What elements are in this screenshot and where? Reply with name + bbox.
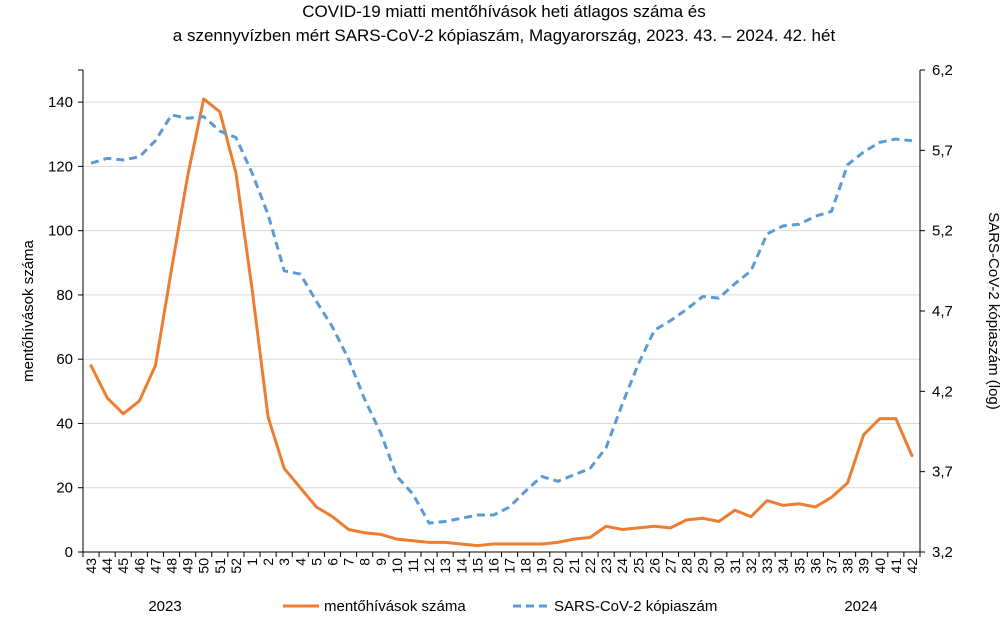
x-tick-label: 14	[453, 558, 469, 574]
left-tick-label: 140	[48, 94, 73, 111]
x-tick-label: 16	[485, 558, 501, 574]
x-tick-label: 12	[421, 558, 437, 574]
legend-label-1: mentőhívások száma	[324, 598, 466, 615]
x-tick-label: 21	[566, 558, 582, 574]
x-tick-label: 29	[695, 558, 711, 574]
x-tick-label: 22	[582, 558, 598, 574]
x-tick-label: 35	[791, 558, 807, 574]
x-tick-label: 50	[196, 558, 212, 574]
right-tick-label: 4,7	[932, 303, 953, 320]
right-tick-label: 6,2	[932, 62, 953, 79]
x-tick-label: 19	[534, 558, 550, 574]
series-line-2	[90, 113, 913, 525]
left-tick-label: 60	[56, 351, 73, 368]
x-tick-label: 18	[518, 558, 534, 574]
chart-title-line-1: COVID-19 miatti mentőhívások heti átlago…	[302, 2, 705, 21]
x-tick-label: 44	[99, 558, 115, 574]
year-label-second: 2024	[844, 598, 877, 615]
x-tick-label: 25	[630, 558, 646, 574]
x-tick-label: 17	[502, 558, 518, 574]
x-tick-label: 26	[646, 558, 662, 574]
right-tick-label: 3,7	[932, 464, 953, 481]
x-tick-label: 27	[663, 558, 679, 574]
year-label-first: 2023	[148, 598, 181, 615]
x-tick-label: 3	[276, 558, 292, 566]
x-tick-label: 41	[888, 558, 904, 574]
x-tick-label: 5	[308, 558, 324, 566]
x-tick-label: 20	[550, 558, 566, 574]
right-axis-title: SARS-CoV-2 kópiaszám (log)	[985, 212, 1002, 410]
x-tick-label: 46	[131, 558, 147, 574]
x-tick-label: 23	[598, 558, 614, 574]
x-tick-label: 51	[212, 558, 228, 574]
left-tick-label: 40	[56, 415, 73, 432]
right-tick-label: 4,2	[932, 383, 953, 400]
x-tick-label: 38	[840, 558, 856, 574]
left-tick-label: 120	[48, 158, 73, 175]
x-tick-label: 33	[759, 558, 775, 574]
x-tick-label: 24	[614, 558, 630, 574]
x-tick-label: 37	[823, 558, 839, 574]
x-tick-label: 43	[83, 558, 99, 574]
x-tick-label: 47	[147, 558, 163, 574]
x-tick-label: 34	[775, 558, 791, 574]
x-tick-label: 7	[341, 558, 357, 566]
right-tick-label: 5,2	[932, 223, 953, 240]
x-tick-label: 6	[324, 558, 340, 566]
x-tick-label: 48	[164, 558, 180, 574]
x-tick-label: 13	[437, 558, 453, 574]
x-tick-label: 42	[904, 558, 920, 574]
x-tick-label: 8	[357, 558, 373, 566]
left-tick-label: 80	[56, 287, 73, 304]
right-tick-label: 5,7	[932, 142, 953, 159]
x-tick-label: 40	[872, 558, 888, 574]
x-tick-label: 30	[711, 558, 727, 574]
x-tick-label: 10	[389, 558, 405, 574]
x-tick-label: 39	[856, 558, 872, 574]
x-tick-label: 9	[373, 558, 389, 566]
left-axis-title: mentőhívások száma	[20, 239, 37, 381]
x-tick-label: 45	[115, 558, 131, 574]
x-tick-label: 52	[228, 558, 244, 574]
x-tick-label: 36	[807, 558, 823, 574]
x-tick-label: 28	[679, 558, 695, 574]
x-tick-label: 1	[244, 558, 260, 566]
left-tick-label: 0	[65, 544, 73, 561]
left-tick-label: 20	[56, 480, 73, 497]
right-tick-label: 3,2	[932, 544, 953, 561]
x-tick-label: 15	[469, 558, 485, 574]
x-tick-label: 31	[727, 558, 743, 574]
series-line-1	[89, 97, 914, 548]
left-tick-label: 100	[48, 223, 73, 240]
chart-title-line-2: a szennyvízben mért SARS-CoV-2 kópiaszám…	[173, 26, 836, 45]
x-tick-label: 2	[260, 558, 276, 566]
x-tick-label: 32	[743, 558, 759, 574]
x-tick-label: 11	[405, 558, 421, 573]
legend-label-2: SARS-CoV-2 kópiaszám	[554, 598, 717, 615]
x-tick-label: 49	[180, 558, 196, 574]
x-tick-label: 4	[292, 558, 308, 566]
